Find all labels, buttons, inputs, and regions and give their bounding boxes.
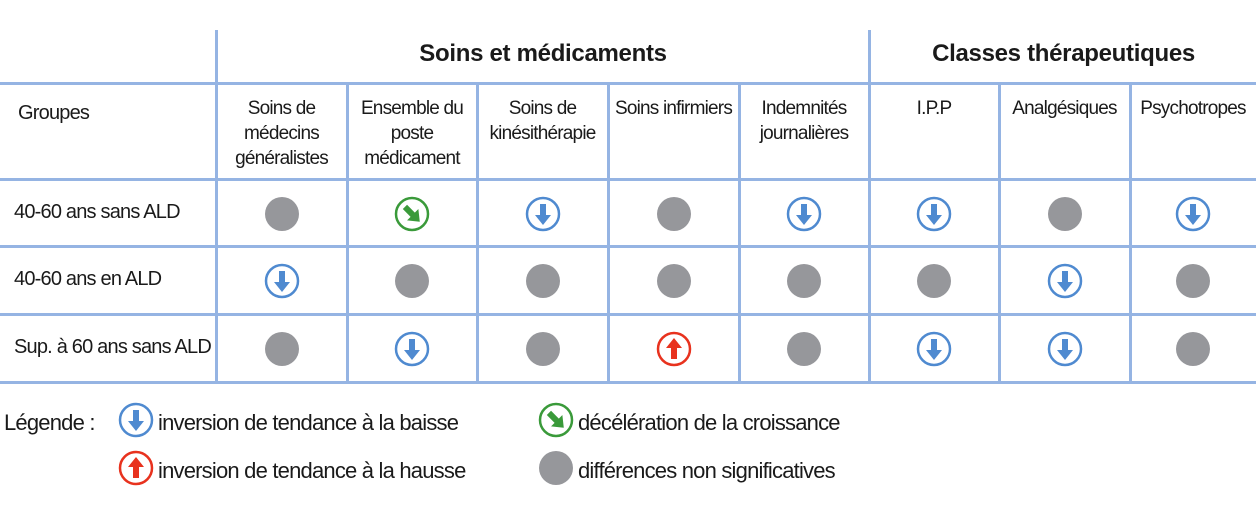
gray-dot-icon (786, 263, 822, 299)
grid-line (0, 381, 1256, 384)
row-label: 40-60 ans en ALD (14, 268, 162, 290)
arrow-down-icon (916, 196, 952, 232)
grid-line (346, 83, 349, 383)
gray-dot-icon (538, 450, 574, 492)
grid-line (1129, 83, 1132, 383)
legend-label: différences non significatives (578, 458, 836, 483)
grid-line (0, 313, 1256, 316)
legend-item-decel: décélération de la croissance (538, 402, 841, 444)
grid-line (476, 83, 479, 383)
gray-dot-icon (1175, 331, 1211, 367)
column-header: Psychotropes (1140, 98, 1246, 119)
arrow-diagonal-icon (538, 402, 574, 444)
gray-dot-icon (525, 331, 561, 367)
column-header: I.P.P (916, 98, 953, 119)
group-header-soins: Soins et médicaments (419, 40, 667, 67)
gray-dot-icon (394, 263, 430, 299)
grid-line (738, 83, 741, 383)
grid-line (0, 82, 1256, 85)
arrow-up-icon (656, 331, 692, 367)
legend-label: inversion de tendance à la hausse (158, 458, 466, 483)
legend-title: Légende : (4, 410, 95, 435)
legend-item-ns: différences non significatives (538, 450, 836, 492)
legend-label: décélération de la croissance (578, 410, 841, 435)
arrow-down-icon (264, 263, 300, 299)
gray-dot-icon (1047, 196, 1083, 232)
arrow-down-icon (394, 331, 430, 367)
gray-dot-icon (1175, 263, 1211, 299)
gray-dot-icon (786, 331, 822, 367)
gray-dot-icon (656, 196, 692, 232)
arrow-up-icon (118, 450, 154, 492)
arrow-down-icon (1175, 196, 1211, 232)
grid-line (998, 83, 1001, 383)
groupes-header: Groupes (18, 102, 90, 124)
gray-dot-icon (656, 263, 692, 299)
arrow-down-icon (786, 196, 822, 232)
column-header: Analgésiques (1012, 98, 1117, 119)
column-header: Soins de kinésithérapie (489, 98, 596, 144)
column-header: Soins de médecins généralistes (235, 98, 329, 169)
grid-line (0, 178, 1256, 181)
arrow-down-icon (1047, 331, 1083, 367)
column-header: Soins infirmiers (614, 98, 733, 119)
row-label: 40-60 ans sans ALD (14, 200, 181, 223)
grid-line (0, 245, 1256, 248)
gray-dot-icon (264, 196, 300, 232)
legend-item-up: inversion de tendance à la hausse (118, 450, 466, 492)
group-header-classes: Classes thérapeutiques (932, 40, 1195, 67)
arrow-down-icon (525, 196, 561, 232)
legend-label: inversion de tendance à la baisse (158, 410, 459, 435)
column-header: Indemnités journalières (759, 98, 849, 144)
grid-line (607, 83, 610, 383)
gray-dot-icon (916, 263, 952, 299)
gray-dot-icon (264, 331, 300, 367)
legend-item-down: inversion de tendance à la baisse (118, 402, 459, 444)
row-label: Sup. à 60 ans sans ALD (14, 336, 212, 358)
grid-line (868, 30, 871, 383)
arrow-down-icon (916, 331, 952, 367)
column-header: Ensemble du poste médicament (360, 98, 464, 169)
arrow-down-icon (118, 402, 154, 444)
gray-dot-icon (525, 263, 561, 299)
arrow-down-icon (1047, 263, 1083, 299)
grid-line (215, 30, 218, 383)
arrow-diagonal-icon (394, 196, 430, 232)
